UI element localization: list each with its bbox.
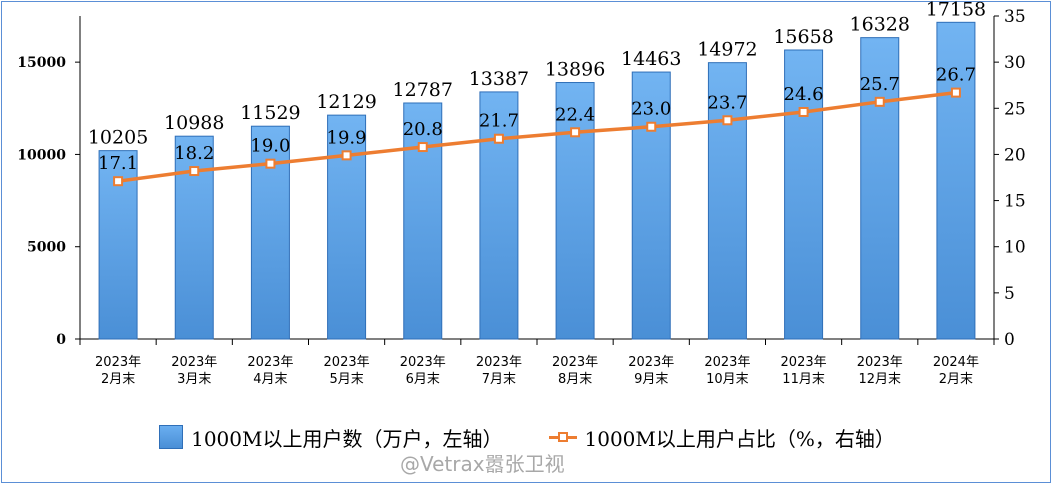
bar [327,114,367,340]
legend-item-bar: 1000M以上用户数（万户，左轴） [159,423,503,452]
line-value-label: 19.0 [250,136,290,157]
line-swatch-icon [548,426,577,448]
line-point-marker [417,142,428,153]
line-value-label: 23.0 [631,99,671,120]
x-tick-label-year: 2023年 [247,355,293,370]
right-tick-label: 10 [1004,238,1026,258]
x-tick-label-month: 2月末 [939,372,973,387]
line-value-label: 26.7 [936,65,976,86]
bar-series [98,21,976,340]
x-tick-label-month: 9月末 [634,372,668,387]
bar-value-label: 11529 [240,102,300,124]
right-tick-label: 15 [1004,192,1026,212]
bar [631,71,671,340]
right-tick-label: 0 [1004,330,1015,350]
right-tick-label: 35 [1004,7,1026,27]
x-tick-label-month: 11月末 [782,372,825,387]
bar-value-label: 16328 [850,14,910,36]
right-tick-label: 20 [1004,145,1026,165]
data-labels: 10205 10988 11529 12129 12787 13387 13896 14463… [88,0,986,174]
x-tick-label-year: 2023年 [171,355,217,370]
bar-value-label: 10205 [88,127,148,149]
x-tick-label-month: 4月末 [253,372,287,387]
line-point-marker [265,158,276,169]
bar-value-label: 13387 [469,68,529,90]
left-tick-label: 15000 [17,55,66,71]
right-tick-label: 5 [1004,284,1015,304]
x-tick-label-year: 2023年 [324,355,370,370]
right-tick-label: 30 [1004,53,1026,73]
legend-bar-label: 1000M以上用户数（万户，左轴） [191,426,503,451]
bar-value-label: 10988 [164,112,224,134]
axes-layer: 0 5000 10000 15000 0 5 10 15 20 25 30 35 2023年 2月末 202… [17,7,1025,387]
x-tick-label-month: 10月末 [706,372,749,387]
line-point-marker [570,127,581,138]
line-point-marker [646,121,657,132]
line-point-marker [189,166,200,177]
bar-value-label: 17158 [926,0,986,20]
bar-value-label: 13896 [545,59,605,81]
bar-value-label: 14463 [621,48,681,70]
line-value-label: 24.6 [784,84,824,105]
left-tick-label: 0 [56,332,66,348]
watermark: @Vetrax嚣张卫视 [400,452,565,476]
line-point-marker [722,115,733,126]
x-tick-label-year: 2023年 [628,355,674,370]
line-value-label: 21.7 [479,111,519,132]
line-value-label: 19.9 [327,127,367,148]
x-tick-label-year: 2023年 [552,355,598,370]
legend-item-line: 1000M以上用户占比（%，右轴） [548,423,895,452]
line-value-label: 22.4 [555,104,595,125]
x-tick-label-month: 3月末 [177,372,211,387]
line-series [113,87,961,187]
bar-value-label: 12787 [393,79,453,101]
line-point-marker [113,176,124,187]
bar [250,125,290,340]
bar [936,21,976,340]
x-tick-label-month: 2月末 [101,372,135,387]
bar-value-label: 15658 [773,26,833,48]
x-tick-label-year: 2024年 [933,355,979,370]
left-tick-label: 5000 [27,240,66,256]
share-line [117,90,957,183]
bar-swatch-icon [159,425,184,449]
line-value-label: 17.1 [98,153,138,174]
line-point-marker [493,133,504,144]
x-tick-label-year: 2023年 [400,355,446,370]
line-value-label: 18.2 [174,143,214,164]
line-point-marker [950,87,961,98]
bar [479,91,519,340]
legend-line-label: 1000M以上用户占比（%，右轴） [584,426,895,451]
bar [860,37,900,340]
line-point-marker [341,150,352,161]
bar-value-label: 12129 [316,91,376,113]
x-tick-label-year: 2023年 [781,355,827,370]
x-tick-label-year: 2023年 [704,355,750,370]
x-tick-label-month: 8月末 [558,372,592,387]
bar [707,62,747,340]
line-value-label: 25.7 [860,74,900,95]
line-point-marker [874,96,885,107]
line-value-label: 20.8 [403,119,443,140]
x-tick-label-year: 2023年 [857,355,903,370]
line-point-marker [798,106,809,117]
right-tick-label: 25 [1004,99,1026,119]
x-tick-label-month: 7月末 [482,372,516,387]
left-tick-label: 10000 [17,147,66,163]
x-tick-label-month: 12月末 [858,372,901,387]
bar [784,49,824,340]
bar [555,82,595,340]
x-tick-label-year: 2023年 [95,355,141,370]
bar-value-label: 14972 [697,39,757,61]
line-value-label: 23.7 [707,92,747,113]
x-tick-label-year: 2023年 [476,355,522,370]
legend: 1000M以上用户数（万户，左轴） 1000M以上用户占比（%，右轴） [0,420,1054,454]
combo-chart: 0 5000 10000 15000 0 5 10 15 20 25 30 35 2023年 2月末 202… [17,0,1025,387]
x-tick-label-month: 6月末 [406,372,440,387]
x-tick-label-month: 5月末 [329,372,363,387]
